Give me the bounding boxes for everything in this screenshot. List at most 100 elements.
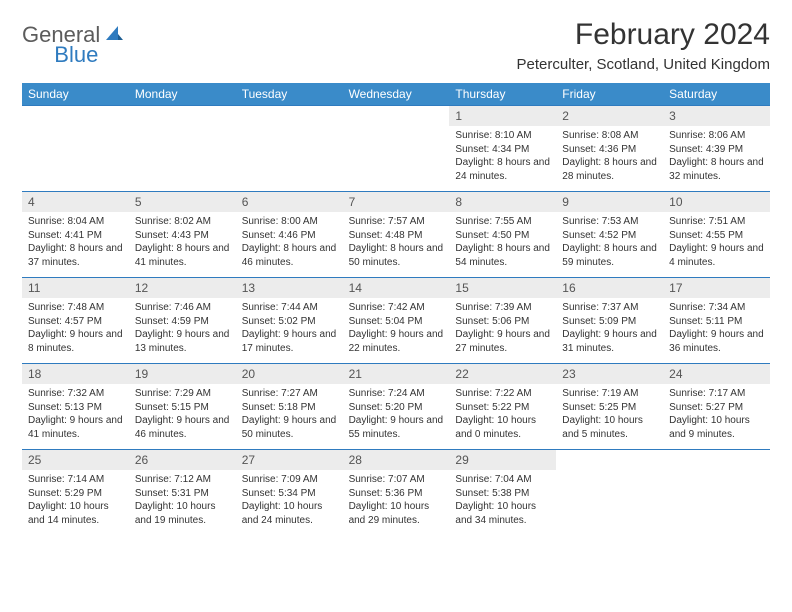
sunset-text: Sunset: 5:06 PM bbox=[455, 315, 550, 329]
sunrise-text: Sunrise: 7:34 AM bbox=[669, 301, 764, 315]
calendar-cell: 17Sunrise: 7:34 AMSunset: 5:11 PMDayligh… bbox=[663, 277, 770, 363]
sunrise-text: Sunrise: 8:06 AM bbox=[669, 129, 764, 143]
day-number: 15 bbox=[449, 278, 556, 298]
daylight-text: Daylight: 10 hours and 29 minutes. bbox=[349, 500, 444, 527]
sunrise-text: Sunrise: 7:55 AM bbox=[455, 215, 550, 229]
weekday-header: Monday bbox=[129, 83, 236, 105]
daylight-text: Daylight: 9 hours and 50 minutes. bbox=[242, 414, 337, 441]
sunset-text: Sunset: 5:15 PM bbox=[135, 401, 230, 415]
daylight-text: Daylight: 9 hours and 22 minutes. bbox=[349, 328, 444, 355]
day-content: Sunrise: 7:46 AMSunset: 4:59 PMDaylight:… bbox=[129, 298, 236, 359]
day-number: 14 bbox=[343, 278, 450, 298]
day-content: Sunrise: 7:32 AMSunset: 5:13 PMDaylight:… bbox=[22, 384, 129, 445]
weekday-header: Sunday bbox=[22, 83, 129, 105]
daylight-text: Daylight: 8 hours and 28 minutes. bbox=[562, 156, 657, 183]
sunrise-text: Sunrise: 7:37 AM bbox=[562, 301, 657, 315]
day-content: Sunrise: 7:27 AMSunset: 5:18 PMDaylight:… bbox=[236, 384, 343, 445]
sunset-text: Sunset: 5:13 PM bbox=[28, 401, 123, 415]
calendar-cell: 20Sunrise: 7:27 AMSunset: 5:18 PMDayligh… bbox=[236, 363, 343, 449]
day-number: 13 bbox=[236, 278, 343, 298]
calendar-cell: 4Sunrise: 8:04 AMSunset: 4:41 PMDaylight… bbox=[22, 191, 129, 277]
calendar-grid: Sunday Monday Tuesday Wednesday Thursday… bbox=[22, 83, 770, 535]
day-content: Sunrise: 8:04 AMSunset: 4:41 PMDaylight:… bbox=[22, 212, 129, 273]
daylight-text: Daylight: 10 hours and 5 minutes. bbox=[562, 414, 657, 441]
day-content: Sunrise: 7:51 AMSunset: 4:55 PMDaylight:… bbox=[663, 212, 770, 273]
weekday-header: Tuesday bbox=[236, 83, 343, 105]
calendar-cell: 12Sunrise: 7:46 AMSunset: 4:59 PMDayligh… bbox=[129, 277, 236, 363]
day-content: Sunrise: 8:10 AMSunset: 4:34 PMDaylight:… bbox=[449, 126, 556, 187]
calendar-cell: 15 Sunrise: 7:39 AMSunset: 5:06 PMDayligh… bbox=[449, 277, 556, 363]
sunset-text: Sunset: 4:46 PM bbox=[242, 229, 337, 243]
day-content: Sunrise: 7:22 AMSunset: 5:22 PMDaylight:… bbox=[449, 384, 556, 445]
month-title: February 2024 bbox=[517, 18, 770, 52]
daylight-text: Daylight: 8 hours and 50 minutes. bbox=[349, 242, 444, 269]
calendar-cell bbox=[129, 105, 236, 191]
sunset-text: Sunset: 4:55 PM bbox=[669, 229, 764, 243]
calendar-cell: 24Sunrise: 7:17 AMSunset: 5:27 PMDayligh… bbox=[663, 363, 770, 449]
sunrise-text: Sunrise: 7:19 AM bbox=[562, 387, 657, 401]
sunset-text: Sunset: 5:02 PM bbox=[242, 315, 337, 329]
sunset-text: Sunset: 4:57 PM bbox=[28, 315, 123, 329]
sunset-text: Sunset: 5:22 PM bbox=[455, 401, 550, 415]
daylight-text: Daylight: 10 hours and 0 minutes. bbox=[455, 414, 550, 441]
sunset-text: Sunset: 4:48 PM bbox=[349, 229, 444, 243]
daylight-text: Daylight: 8 hours and 37 minutes. bbox=[28, 242, 123, 269]
sunset-text: Sunset: 5:11 PM bbox=[669, 315, 764, 329]
day-content: Sunrise: 7:53 AMSunset: 4:52 PMDaylight:… bbox=[556, 212, 663, 273]
day-content: Sunrise: 7:14 AMSunset: 5:29 PMDaylight:… bbox=[22, 470, 129, 531]
calendar-cell: 29Sunrise: 7:04 AMSunset: 5:38 PMDayligh… bbox=[449, 449, 556, 535]
day-number: 26 bbox=[129, 450, 236, 470]
day-content: Sunrise: 7:19 AMSunset: 5:25 PMDaylight:… bbox=[556, 384, 663, 445]
sunset-text: Sunset: 5:34 PM bbox=[242, 487, 337, 501]
sunset-text: Sunset: 4:39 PM bbox=[669, 143, 764, 157]
sunrise-text: Sunrise: 7:39 AM bbox=[455, 301, 550, 315]
daylight-text: Daylight: 9 hours and 4 minutes. bbox=[669, 242, 764, 269]
calendar-cell: 18Sunrise: 7:32 AMSunset: 5:13 PMDayligh… bbox=[22, 363, 129, 449]
daylight-text: Daylight: 9 hours and 13 minutes. bbox=[135, 328, 230, 355]
day-number: 5 bbox=[129, 192, 236, 212]
day-number: 17 bbox=[663, 278, 770, 298]
sunset-text: Sunset: 5:36 PM bbox=[349, 487, 444, 501]
daylight-text: Daylight: 9 hours and 31 minutes. bbox=[562, 328, 657, 355]
sunrise-text: Sunrise: 7:07 AM bbox=[349, 473, 444, 487]
page-header: General Blue February 2024 Peterculter, … bbox=[22, 18, 770, 73]
day-number: 24 bbox=[663, 364, 770, 384]
sunset-text: Sunset: 5:04 PM bbox=[349, 315, 444, 329]
sunset-text: Sunset: 4:43 PM bbox=[135, 229, 230, 243]
sunrise-text: Sunrise: 7:32 AM bbox=[28, 387, 123, 401]
sunrise-text: Sunrise: 8:10 AM bbox=[455, 129, 550, 143]
day-content: Sunrise: 7:07 AMSunset: 5:36 PMDaylight:… bbox=[343, 470, 450, 531]
day-number: 16 bbox=[556, 278, 663, 298]
calendar-cell: 19Sunrise: 7:29 AMSunset: 5:15 PMDayligh… bbox=[129, 363, 236, 449]
sunset-text: Sunset: 5:29 PM bbox=[28, 487, 123, 501]
day-number: 4 bbox=[22, 192, 129, 212]
sunset-text: Sunset: 5:18 PM bbox=[242, 401, 337, 415]
calendar-cell: 7Sunrise: 7:57 AMSunset: 4:48 PMDaylight… bbox=[343, 191, 450, 277]
day-number: 18 bbox=[22, 364, 129, 384]
day-number: 9 bbox=[556, 192, 663, 212]
sunrise-text: Sunrise: 7:29 AM bbox=[135, 387, 230, 401]
calendar-cell bbox=[663, 449, 770, 535]
calendar-cell: 5Sunrise: 8:02 AMSunset: 4:43 PMDaylight… bbox=[129, 191, 236, 277]
daylight-text: Daylight: 9 hours and 27 minutes. bbox=[455, 328, 550, 355]
daylight-text: Daylight: 10 hours and 34 minutes. bbox=[455, 500, 550, 527]
daylight-text: Daylight: 10 hours and 19 minutes. bbox=[135, 500, 230, 527]
day-content: Sunrise: 7:29 AMSunset: 5:15 PMDaylight:… bbox=[129, 384, 236, 445]
sunrise-text: Sunrise: 7:14 AM bbox=[28, 473, 123, 487]
day-number: 21 bbox=[343, 364, 450, 384]
day-number: 25 bbox=[22, 450, 129, 470]
day-content: Sunrise: 7:34 AMSunset: 5:11 PMDaylight:… bbox=[663, 298, 770, 359]
sunrise-text: Sunrise: 7:12 AM bbox=[135, 473, 230, 487]
day-number: 2 bbox=[556, 106, 663, 126]
calendar-cell: 27Sunrise: 7:09 AMSunset: 5:34 PMDayligh… bbox=[236, 449, 343, 535]
location-text: Peterculter, Scotland, United Kingdom bbox=[517, 56, 770, 73]
day-number: 6 bbox=[236, 192, 343, 212]
calendar-cell: 8Sunrise: 7:55 AMSunset: 4:50 PMDaylight… bbox=[449, 191, 556, 277]
sunset-text: Sunset: 5:31 PM bbox=[135, 487, 230, 501]
sunrise-text: Sunrise: 7:24 AM bbox=[349, 387, 444, 401]
calendar-cell: 26 Sunrise: 7:12 AMSunset: 5:31 PMDayligh… bbox=[129, 449, 236, 535]
sunset-text: Sunset: 4:36 PM bbox=[562, 143, 657, 157]
sunset-text: Sunset: 5:20 PM bbox=[349, 401, 444, 415]
calendar-cell bbox=[343, 105, 450, 191]
day-content: Sunrise: 7:17 AMSunset: 5:27 PMDaylight:… bbox=[663, 384, 770, 445]
